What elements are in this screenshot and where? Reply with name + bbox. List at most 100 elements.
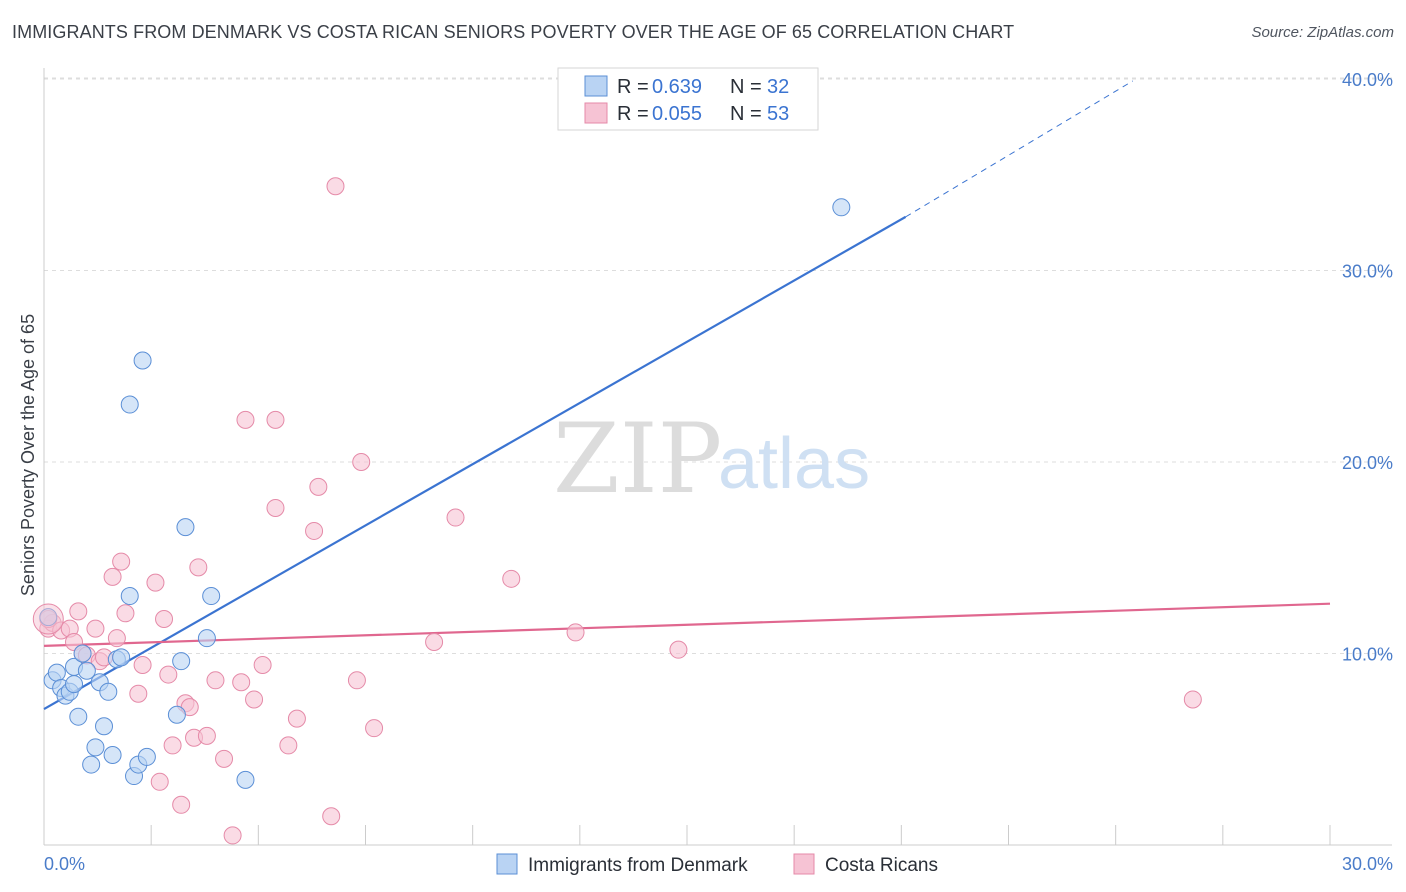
point-costa-rica-26 bbox=[189, 558, 208, 577]
point-costa-rica-5 bbox=[69, 602, 88, 621]
point-costa-rica-21 bbox=[163, 736, 182, 755]
point-costa-rica-12 bbox=[107, 629, 126, 648]
point-costa-rica-34 bbox=[253, 655, 272, 674]
point-costa-rica-11 bbox=[103, 567, 122, 586]
point-costa-rica-50 bbox=[669, 640, 688, 659]
point-costa-rica-20 bbox=[159, 665, 178, 684]
point-denmark-23 bbox=[137, 747, 156, 766]
point-costa-rica-48 bbox=[502, 569, 521, 588]
legend-n-value-1: 32 bbox=[767, 76, 789, 98]
point-costa-rica-18 bbox=[150, 772, 169, 791]
point-denmark-16 bbox=[103, 745, 122, 764]
point-costa-rica-28 bbox=[206, 671, 225, 690]
point-costa-rica-49 bbox=[566, 623, 585, 642]
legend-n-label-2: N = bbox=[730, 103, 762, 125]
y-tick-label-1: 20.0% bbox=[1342, 453, 1393, 473]
point-costa-rica-43 bbox=[347, 671, 366, 690]
trend-lines bbox=[43, 80, 1331, 710]
series-legend-swatch-costa-rica bbox=[793, 853, 815, 875]
point-costa-rica-17 bbox=[146, 573, 165, 592]
point-costa-rica-32 bbox=[236, 410, 255, 429]
x-tick-label-min: 0.0% bbox=[44, 854, 85, 874]
trend-line-denmark-extension bbox=[905, 80, 1134, 218]
point-costa-rica-41 bbox=[322, 807, 341, 826]
point-costa-rica-37 bbox=[279, 736, 298, 755]
point-denmark-24 bbox=[120, 395, 139, 414]
legend-r-label-2: R = bbox=[617, 103, 649, 125]
point-denmark-2 bbox=[47, 663, 66, 682]
point-costa-rica-15 bbox=[129, 684, 148, 703]
point-costa-rica-29 bbox=[215, 749, 234, 768]
watermark-atlas: atlas bbox=[718, 424, 870, 504]
axes bbox=[43, 68, 1392, 846]
watermark-zip: ZIP bbox=[553, 403, 722, 515]
series-legend-label-denmark: Immigrants from Denmark bbox=[528, 855, 748, 876]
point-costa-rica-35 bbox=[266, 410, 285, 429]
point-costa-rica-45 bbox=[365, 719, 384, 738]
trend-line-denmark bbox=[43, 215, 907, 710]
point-denmark-26 bbox=[172, 652, 191, 671]
series-legend-swatch-denmark bbox=[496, 853, 518, 875]
point-denmark-11 bbox=[82, 755, 101, 774]
legend-r-label-1: R = bbox=[617, 76, 649, 98]
point-denmark-18 bbox=[112, 648, 131, 667]
point-costa-rica-22 bbox=[172, 795, 191, 814]
point-costa-rica-30 bbox=[223, 826, 242, 845]
point-denmark-22 bbox=[133, 351, 152, 370]
point-costa-rica-46 bbox=[425, 633, 444, 652]
y-tick-label-2: 30.0% bbox=[1342, 262, 1393, 282]
point-denmark-19 bbox=[120, 587, 139, 606]
point-denmark-28 bbox=[197, 629, 216, 648]
trend-line-costa-rica bbox=[43, 602, 1331, 647]
point-costa-rica-16 bbox=[133, 655, 152, 674]
point-costa-rica-40 bbox=[309, 477, 328, 496]
correlation-legend: R = 0.639 N = 32 R = 0.055 N = 53 bbox=[557, 67, 819, 131]
point-denmark-9 bbox=[73, 644, 92, 663]
point-denmark-7 bbox=[65, 675, 84, 694]
point-denmark-31 bbox=[832, 198, 851, 217]
point-costa-rica-31 bbox=[232, 673, 251, 692]
legend-r-value-1: 0.639 bbox=[652, 76, 702, 98]
point-denmark-10 bbox=[77, 661, 96, 680]
data-points bbox=[32, 177, 1202, 845]
x-tick-label-max: 30.0% bbox=[1342, 854, 1393, 874]
y-tick-label-3: 40.0% bbox=[1342, 70, 1393, 90]
point-costa-rica-36 bbox=[266, 498, 285, 517]
point-denmark-12 bbox=[86, 738, 105, 757]
point-denmark-8 bbox=[69, 707, 88, 726]
point-costa-rica-47 bbox=[446, 508, 465, 527]
point-denmark-29 bbox=[202, 587, 221, 606]
y-axis-label: Seniors Poverty Over the Age of 65 bbox=[18, 314, 38, 596]
legend-n-value-2: 53 bbox=[767, 103, 789, 125]
point-costa-rica-27 bbox=[197, 726, 216, 745]
grid bbox=[44, 77, 1392, 654]
point-costa-rica-8 bbox=[86, 619, 105, 638]
legend-swatch-costa-rica bbox=[584, 102, 608, 124]
point-denmark-30 bbox=[236, 770, 255, 789]
watermark: ZIP atlas bbox=[553, 403, 870, 515]
legend-swatch-denmark bbox=[584, 75, 608, 97]
legend-r-value-2: 0.055 bbox=[652, 103, 702, 125]
point-costa-rica-13 bbox=[112, 552, 131, 571]
point-costa-rica-42 bbox=[326, 177, 345, 196]
point-costa-rica-39 bbox=[305, 521, 324, 540]
point-denmark-15 bbox=[99, 682, 118, 701]
point-costa-rica-44 bbox=[352, 453, 371, 471]
point-denmark-27 bbox=[176, 518, 195, 537]
point-denmark-25 bbox=[167, 705, 186, 724]
series-legend-label-costa-rica: Costa Ricans bbox=[825, 855, 938, 876]
point-costa-rica-51 bbox=[1183, 690, 1202, 709]
point-costa-rica-19 bbox=[155, 610, 174, 629]
y-tick-label-0: 10.0% bbox=[1342, 645, 1393, 665]
series-legend: Immigrants from Denmark Costa Ricans bbox=[496, 853, 938, 876]
axis-ticks: 10.0% 20.0% 30.0% 40.0% 0.0% 30.0% bbox=[44, 70, 1393, 874]
point-costa-rica-large bbox=[32, 603, 64, 635]
point-costa-rica-38 bbox=[287, 709, 306, 728]
source-credit: Source: ZipAtlas.com bbox=[1251, 24, 1394, 41]
legend-n-label-1: N = bbox=[730, 76, 762, 98]
chart-title: IMMIGRANTS FROM DENMARK VS COSTA RICAN S… bbox=[12, 22, 1015, 42]
point-denmark-14 bbox=[95, 717, 114, 736]
point-costa-rica-33 bbox=[245, 690, 264, 709]
point-costa-rica-14 bbox=[116, 604, 135, 623]
